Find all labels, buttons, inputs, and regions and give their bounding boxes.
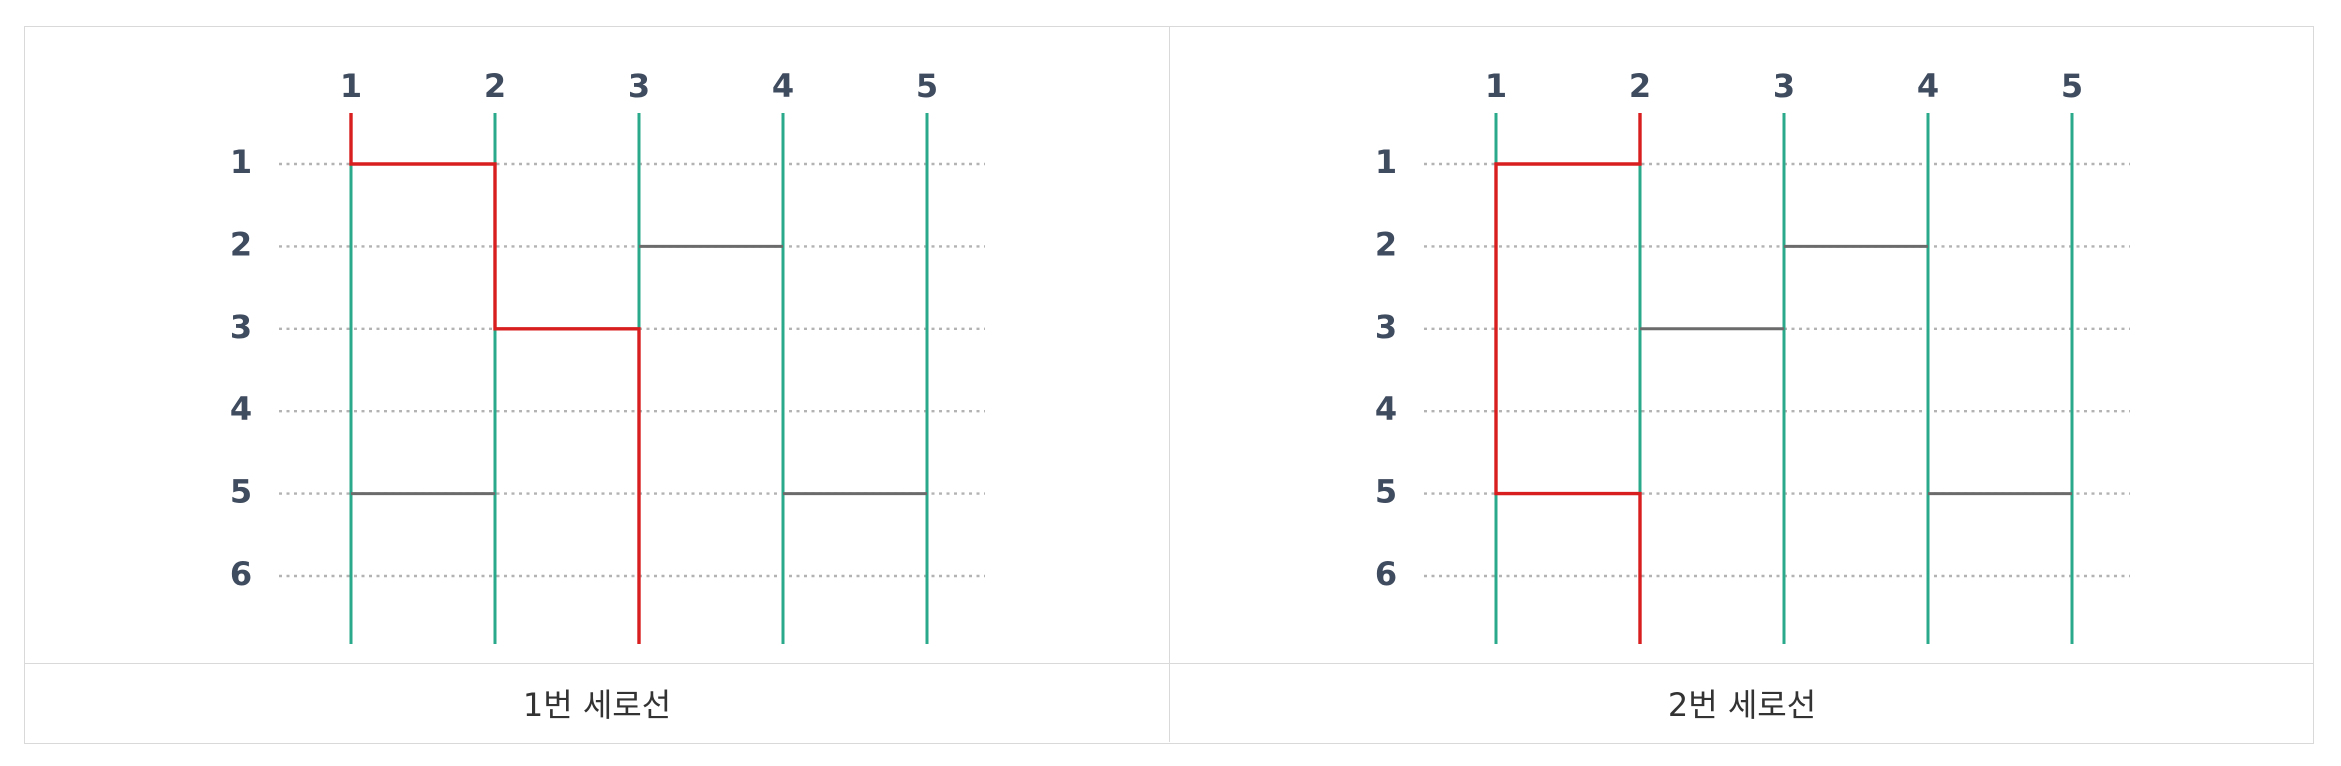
row-label-3: 3 bbox=[1375, 308, 1397, 346]
row-label-1: 1 bbox=[1375, 143, 1397, 181]
ladder-diagram-1: 1 2 3 4 5 1 2 3 4 5 6 bbox=[230, 67, 985, 644]
ladder-panel-2: 1 2 3 4 5 1 2 3 4 5 6 2번 세로선 bbox=[1169, 27, 2314, 742]
caption-cell-2: 2번 세로선 bbox=[1170, 663, 2314, 742]
panel-caption-1: 1번 세로선 bbox=[522, 686, 672, 724]
row-label-6: 6 bbox=[230, 555, 252, 593]
column-label-5: 5 bbox=[916, 67, 938, 105]
column-label-1: 1 bbox=[1485, 67, 1507, 105]
traced-path bbox=[1494, 113, 1642, 644]
column-label-4: 4 bbox=[772, 67, 794, 105]
column-label-3: 3 bbox=[628, 67, 650, 105]
row-label-4: 4 bbox=[230, 390, 252, 428]
column-label-4: 4 bbox=[1917, 67, 1939, 105]
row-label-1: 1 bbox=[230, 143, 252, 181]
column-label-2: 2 bbox=[1629, 67, 1651, 105]
ladder-comparison-table: 1 2 3 4 5 1 2 3 4 5 6 1번 세로선 1 2 3 4 5 1 2 3 4 5 6 2번 세로선 bbox=[24, 26, 2314, 744]
column-label-5: 5 bbox=[2061, 67, 2083, 105]
traced-path bbox=[349, 113, 641, 644]
row-label-6: 6 bbox=[1375, 555, 1397, 593]
row-label-2: 2 bbox=[230, 225, 252, 263]
row-label-2: 2 bbox=[1375, 225, 1397, 263]
column-label-2: 2 bbox=[484, 67, 506, 105]
row-label-5: 5 bbox=[230, 473, 252, 511]
panel-caption-2: 2번 세로선 bbox=[1667, 686, 1817, 724]
column-label-3: 3 bbox=[1773, 67, 1795, 105]
caption-cell-1: 1번 세로선 bbox=[25, 663, 1169, 742]
ladder-diagram-2: 1 2 3 4 5 1 2 3 4 5 6 bbox=[1375, 67, 2130, 644]
row-label-3: 3 bbox=[230, 308, 252, 346]
column-label-1: 1 bbox=[340, 67, 362, 105]
ladder-panel-1: 1 2 3 4 5 1 2 3 4 5 6 1번 세로선 bbox=[25, 27, 1169, 742]
row-label-5: 5 bbox=[1375, 473, 1397, 511]
row-label-4: 4 bbox=[1375, 390, 1397, 428]
